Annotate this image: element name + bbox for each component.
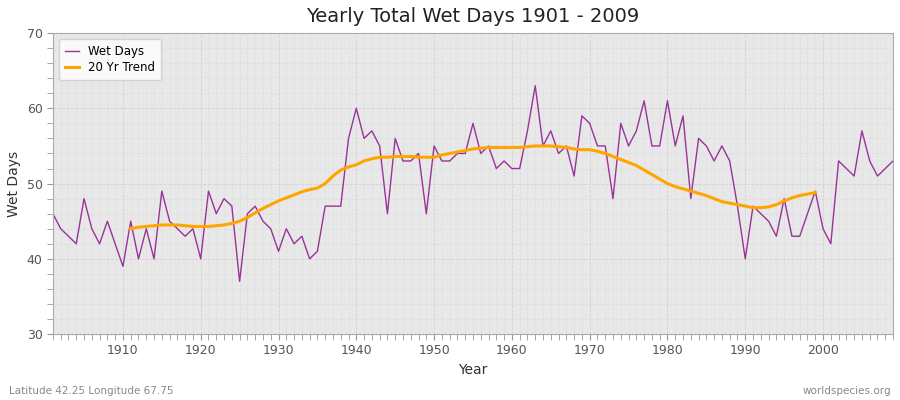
Wet Days xyxy=(289,241,300,246)
Text: Latitude 42.25 Longitude 67.75: Latitude 42.25 Longitude 67.75 xyxy=(9,386,174,396)
20 Yr Trend xyxy=(475,146,486,150)
Wet Days xyxy=(530,83,541,88)
Wet Days xyxy=(336,204,346,208)
Line: Wet Days: Wet Days xyxy=(53,86,893,282)
Wet Days xyxy=(48,211,58,216)
Wet Days xyxy=(110,241,121,246)
Title: Yearly Total Wet Days 1901 - 2009: Yearly Total Wet Days 1901 - 2009 xyxy=(306,7,640,26)
20 Yr Trend xyxy=(390,154,400,159)
Text: worldspecies.org: worldspecies.org xyxy=(803,386,891,396)
Y-axis label: Wet Days: Wet Days xyxy=(7,150,21,217)
20 Yr Trend xyxy=(740,204,751,208)
Wet Days xyxy=(514,166,525,171)
20 Yr Trend xyxy=(211,223,221,228)
20 Yr Trend xyxy=(810,190,821,195)
Wet Days xyxy=(507,166,517,171)
20 Yr Trend xyxy=(125,226,136,231)
Line: 20 Yr Trend: 20 Yr Trend xyxy=(130,146,815,229)
20 Yr Trend xyxy=(530,144,541,148)
Legend: Wet Days, 20 Yr Trend: Wet Days, 20 Yr Trend xyxy=(58,39,161,80)
20 Yr Trend xyxy=(266,202,276,207)
X-axis label: Year: Year xyxy=(458,363,488,377)
Wet Days xyxy=(616,121,626,126)
20 Yr Trend xyxy=(195,224,206,229)
Wet Days xyxy=(887,158,898,163)
Wet Days xyxy=(234,279,245,284)
